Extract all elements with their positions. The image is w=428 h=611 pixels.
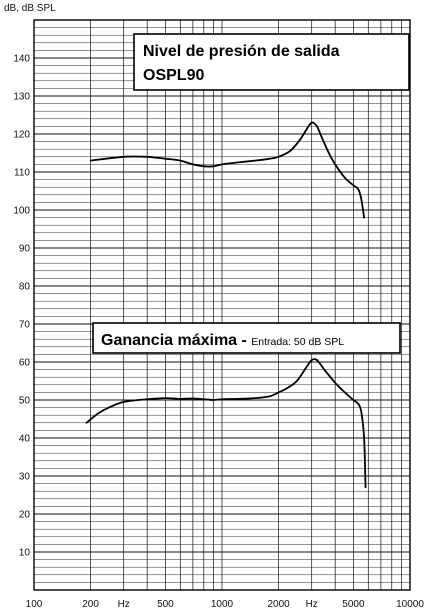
y-tick-label: 120	[13, 130, 30, 141]
y-tick-label: 100	[13, 206, 30, 217]
y-axis-label: dB, dB SPL	[4, 3, 56, 14]
x-tick-label: Hz	[118, 599, 130, 610]
y-tick-labels: 10 20 30 40 50 60 70 80 90 100 110 120 130 140	[13, 54, 30, 559]
x-tick-label: Hz	[306, 599, 318, 610]
x-tick-label: 1000	[211, 599, 234, 610]
grid	[33, 19, 411, 591]
y-tick-label: 40	[19, 434, 31, 445]
max-gain-annotation-sub: Entrada: 50 dB SPL	[251, 336, 344, 348]
max-gain-annotation: Ganancia máxima - Entrada: 50 dB SPL	[92, 322, 401, 354]
x-tick-label: 5000	[342, 599, 365, 610]
y-tick-label: 50	[19, 396, 31, 407]
series-line-1	[89, 121, 365, 219]
y-tick-label: 60	[19, 358, 31, 369]
y-tick-label: 30	[19, 472, 31, 483]
ospl90-annotation-box	[133, 33, 410, 91]
ospl90-annotation-line-2: OSPL90	[143, 67, 204, 84]
y-tick-label: 80	[19, 282, 31, 293]
plot-frame	[33, 19, 411, 591]
max-gain-annotation-main: Ganancia máxima -	[101, 332, 251, 349]
y-tick-label: 110	[14, 168, 30, 179]
y-tick-label: 140	[13, 54, 30, 65]
x-tick-label: 500	[157, 599, 174, 610]
max-gain-annotation-text: Ganancia máxima - Entrada: 50 dB SPL	[101, 332, 344, 349]
x-tick-labels: 100 200 Hz 500 1000 2000 Hz 5000 10000	[26, 599, 425, 610]
x-tick-label: 100	[26, 599, 43, 610]
ospl90-annotation-line-1: Nivel de presión de salida	[143, 43, 340, 60]
max-gain-annotation-box	[92, 322, 401, 354]
y-tick-label: 90	[19, 244, 31, 255]
y-tick-label: 20	[19, 510, 31, 521]
x-tick-label: 10000	[396, 599, 424, 610]
ospl90-annotation: Nivel de presión de salida OSPL90	[133, 33, 410, 91]
y-tick-label: 10	[19, 548, 31, 559]
series-line-2	[85, 358, 367, 489]
y-tick-label: 70	[19, 320, 31, 331]
series	[85, 121, 367, 489]
x-tick-label: 2000	[267, 599, 290, 610]
y-tick-label: 130	[13, 92, 30, 103]
x-tick-label: 200	[82, 599, 99, 610]
